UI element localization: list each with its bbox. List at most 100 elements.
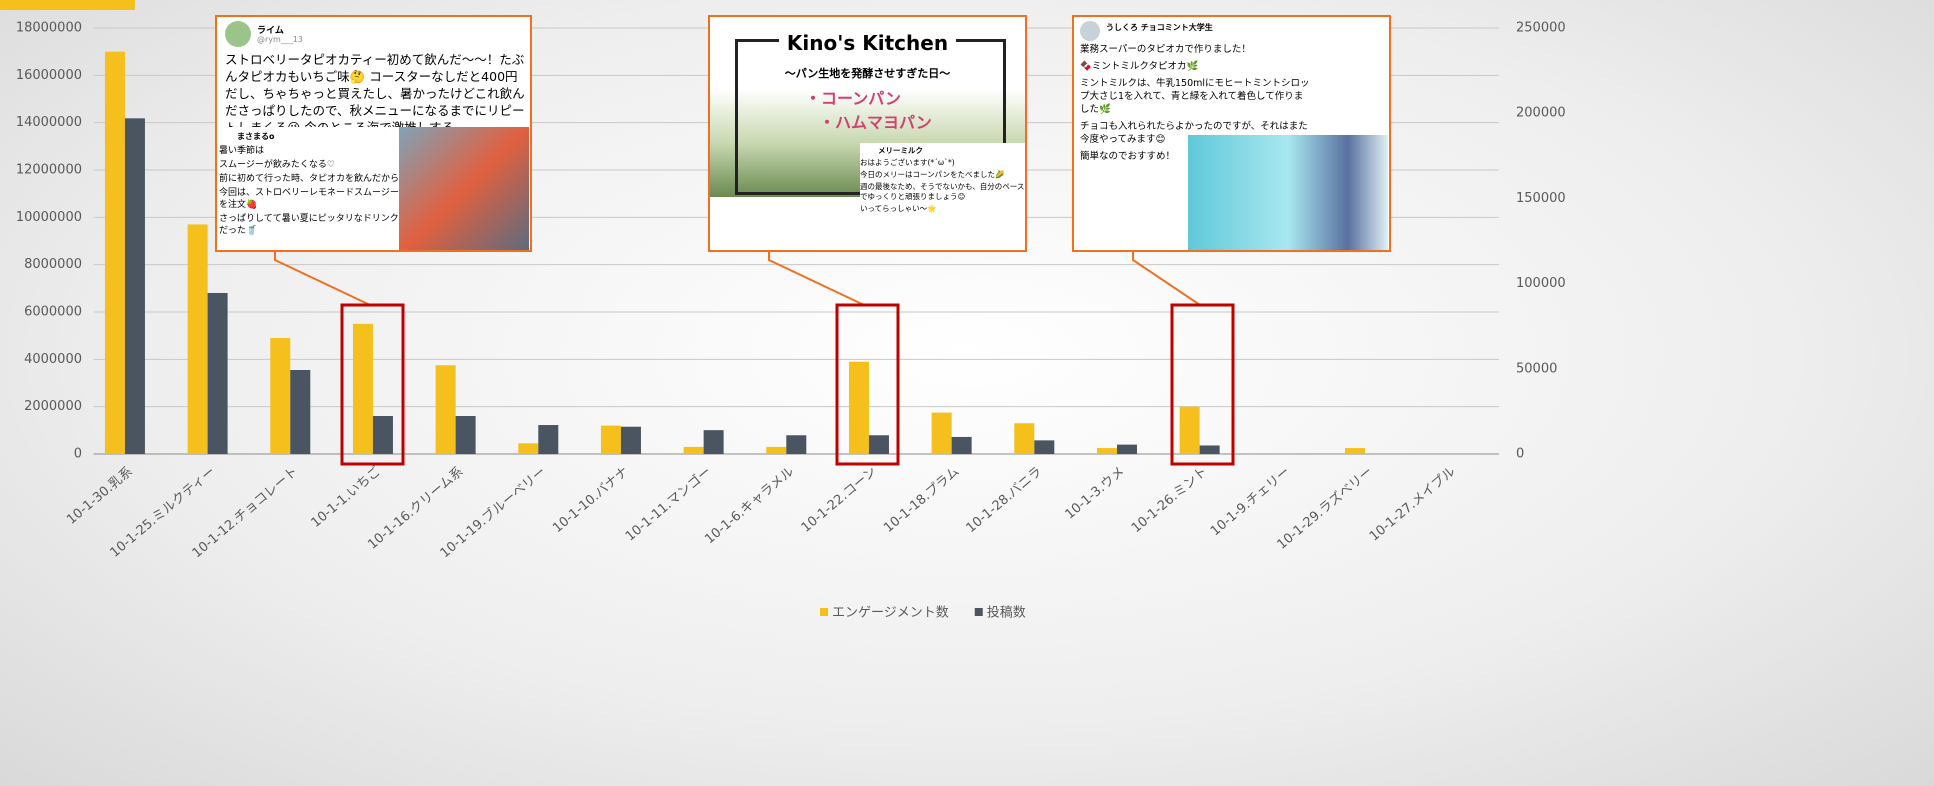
video-subtitle: ～パン生地を発酵させすぎた日～: [784, 67, 951, 80]
inner-line: 暑い季節は: [219, 146, 265, 156]
bar: [1344, 448, 1365, 454]
tweet-line: ミントミルクは、牛乳150mlにモヒートミントシロップ大さじ1を入れて、青と緑を…: [1080, 78, 1310, 115]
y2-tick-label: 50000: [1516, 361, 1557, 376]
y2-tick-label: 150000: [1516, 191, 1566, 206]
inner-name: まさまるo: [237, 132, 275, 141]
inner-line: いってらっしゃい〜🌟: [860, 204, 937, 213]
x-tick-label: 10-1-3.ウメ: [1063, 464, 1128, 522]
y-tick-label: 14000000: [16, 115, 82, 130]
y-tick-label: 2000000: [24, 399, 82, 414]
bar: [1096, 448, 1117, 454]
y2-tick-label: 100000: [1516, 276, 1566, 291]
x-tick-label: 10-1-26.ミント: [1129, 464, 1211, 536]
tweet-text: ストロベリータピオカティー初めて飲んだ〜〜！たぶんタピオカもいちご味🤔 コースタ…: [225, 52, 525, 135]
y2-tick-label: 200000: [1516, 106, 1566, 121]
y2-tick-label: 0: [1516, 447, 1524, 462]
tweet-handle: @rym___13: [257, 35, 303, 44]
video-item: ・ハムマヨパン: [819, 113, 932, 132]
bar: [435, 365, 456, 454]
legend-swatch: [974, 608, 983, 616]
y-tick-label: 4000000: [24, 352, 82, 367]
tweet-line: 簡単なのでおすすめ！: [1080, 151, 1176, 162]
inner-line: 今日のメリーはコーンパンをたべました🌽: [860, 170, 1005, 179]
y-tick-label: 18000000: [16, 21, 82, 36]
bar: [270, 338, 291, 454]
bar: [620, 426, 641, 454]
inner-line: さっぱりしてて暑い夏にピッタリなドリンクだった🥤: [219, 214, 399, 236]
x-tick-label: 10-1-28.バニラ: [964, 464, 1046, 536]
avatar: [225, 21, 251, 47]
bar: [538, 425, 559, 454]
bar: [104, 51, 125, 455]
highlight-box: [835, 303, 900, 466]
bar: [187, 224, 208, 454]
inner-name: メリーミルク: [878, 146, 923, 155]
avatar: [1080, 21, 1100, 41]
bar: [1199, 445, 1220, 454]
legend-swatch: [820, 608, 828, 616]
title-text: Kino's Kitchen: [778, 31, 957, 55]
tweet-card: Kino's Kitchen ～パン生地を発酵させすぎた日～ ・コーンパン・ハム…: [708, 15, 1027, 252]
inner-line: 前に初めて行った時、タピオカを飲んだから: [219, 174, 399, 184]
legend-label: エンゲージメント数: [832, 606, 949, 621]
inner-lines: おはようございます(*´ω`*) 今日のメリーはコーンパンをたべました🌽 週の最後な…: [860, 158, 1025, 214]
bar: [352, 323, 373, 454]
x-tick-label: 10-1-9.チェリー: [1208, 464, 1293, 539]
y2-tick-label: 250000: [1516, 21, 1566, 36]
y-tick-label: 10000000: [16, 210, 82, 225]
video-item: ・コーンパン: [805, 89, 902, 108]
x-tick-label: 10-1-11.マンゴー: [622, 463, 714, 544]
inner-line: 今回は、ストロベリーレモネードスムージーを注文🍓: [219, 188, 399, 210]
photo: [399, 127, 529, 250]
photo: [1188, 135, 1388, 250]
legend-label: 投稿数: [987, 605, 1026, 621]
y-tick-label: 12000000: [16, 163, 82, 178]
bar: [1034, 440, 1055, 454]
tweet-text: 業務スーパーのタピオカで作りました！ 🍫ミントミルクタピオカ🌿 ミントミルクは、牛乳…: [1080, 43, 1310, 167]
bar: [1179, 406, 1200, 454]
bar: [290, 369, 311, 454]
callout-line: [768, 252, 865, 306]
tweet-line: チョコも入れられたらよかったのですが、それはまた今度やってみます😊: [1080, 121, 1308, 145]
bar: [372, 416, 393, 454]
x-tick-label: 10-1-30.乳系: [64, 464, 136, 527]
y-tick-label: 8000000: [24, 257, 82, 272]
tweet-name: うしくろ チョコミント大学生: [1106, 23, 1213, 32]
bar: [683, 446, 704, 454]
bar: [868, 435, 889, 454]
bar: [786, 435, 807, 454]
video-title: Kino's Kitchen: [710, 31, 1025, 55]
bar: [766, 446, 787, 454]
tweet-line: 業務スーパーのタピオカで作りました！: [1080, 44, 1251, 55]
callout-line: [1132, 252, 1201, 306]
corner-tag: [0, 0, 135, 10]
highlight-box: [340, 303, 405, 466]
bar: [931, 412, 952, 454]
y-tick-label: 6000000: [24, 305, 82, 320]
inner-line: 週の最後なため、そうでないかも、自分のペースでゆっくりと頑張りましょう😊: [860, 182, 1025, 201]
bar: [1014, 423, 1035, 454]
tweet-card: ライム @rym___13 ストロベリータピオカティー初めて飲んだ〜〜！たぶんタ…: [215, 15, 532, 252]
x-tick-label: 10-1-27.メイプル: [1367, 464, 1459, 544]
y-tick-label: 0: [74, 447, 82, 462]
tweet-card: うしくろ チョコミント大学生 業務スーパーのタピオカで作りました！ 🍫ミントミルク…: [1072, 15, 1391, 252]
bar: [848, 361, 869, 454]
bar: [703, 430, 724, 454]
bar: [518, 443, 539, 454]
x-tick-label: 10-1-6.キャラメル: [702, 464, 797, 547]
video-items: ・コーンパン・ハムマヨパン: [805, 87, 932, 135]
x-tick-label: 10-1-1.いちご: [308, 463, 384, 530]
x-tick-label: 10-1-22.コーン: [799, 464, 880, 535]
bar: [1116, 444, 1137, 454]
bar: [455, 416, 476, 454]
inner-tweet: まさまるo 暑い季節はスムージーが飲みたくなる♡ 前に初めて行った時、タピオカを飲…: [219, 127, 399, 250]
bar: [600, 425, 621, 454]
x-tick-label: 10-1-10.バナナ: [550, 464, 632, 536]
inner-line: スムージーが飲みたくなる♡: [219, 160, 335, 170]
tweet-line: 🍫ミントミルクタピオカ🌿: [1080, 61, 1199, 72]
inner-tweet: メリーミルク おはようございます(*´ω`*) 今日のメリーはコーンパンをたべまし…: [860, 143, 1025, 250]
bar: [207, 292, 228, 454]
bar: [951, 436, 972, 454]
y-tick-label: 16000000: [16, 68, 82, 83]
